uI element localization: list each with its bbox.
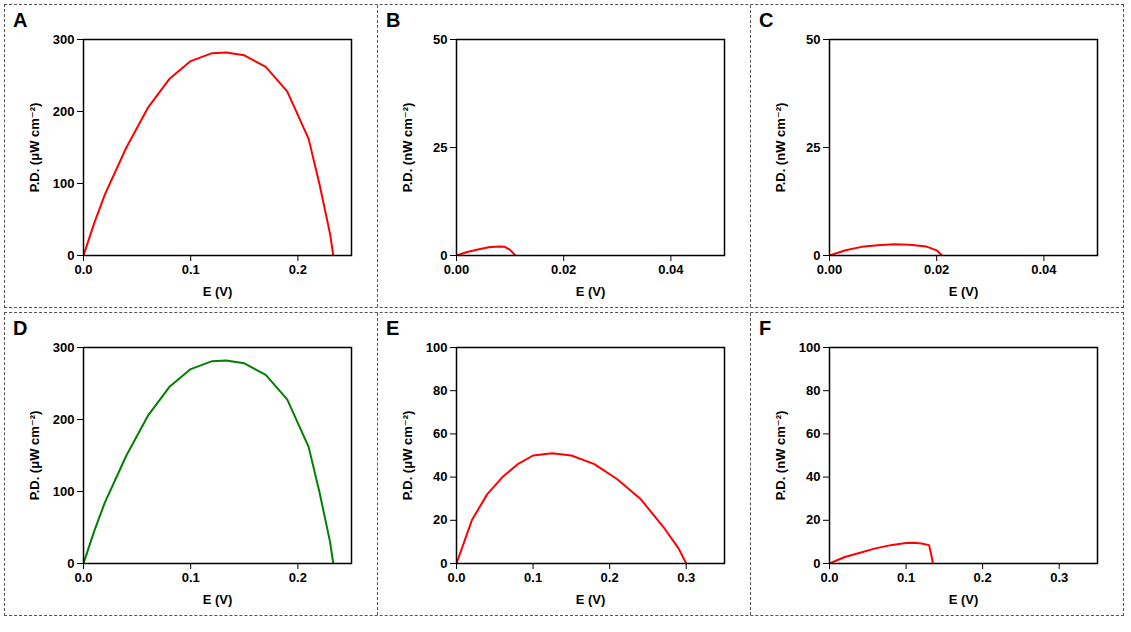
svg-text:0: 0	[813, 556, 820, 571]
svg-text:0.2: 0.2	[289, 262, 307, 277]
svg-text:20: 20	[433, 512, 447, 527]
svg-text:0.00: 0.00	[817, 262, 842, 277]
svg-text:25: 25	[806, 140, 820, 155]
svg-text:0: 0	[440, 556, 447, 571]
svg-text:P.D. (nW cm⁻²): P.D. (nW cm⁻²)	[773, 411, 788, 501]
svg-text:0.0: 0.0	[820, 570, 838, 585]
svg-text:60: 60	[806, 426, 820, 441]
svg-text:100: 100	[53, 176, 75, 191]
svg-text:0.1: 0.1	[897, 570, 915, 585]
svg-text:0: 0	[813, 248, 820, 263]
svg-text:0: 0	[440, 248, 447, 263]
svg-text:50: 50	[806, 32, 820, 47]
svg-text:0.04: 0.04	[658, 262, 684, 277]
svg-text:50: 50	[433, 32, 447, 47]
svg-text:0.00: 0.00	[444, 262, 469, 277]
svg-text:40: 40	[433, 469, 447, 484]
svg-text:200: 200	[53, 412, 75, 427]
svg-text:0.04: 0.04	[1031, 262, 1057, 277]
svg-text:E (V): E (V)	[949, 592, 979, 607]
svg-text:0.0: 0.0	[74, 570, 92, 585]
svg-text:E (V): E (V)	[576, 592, 606, 607]
svg-text:100: 100	[53, 484, 75, 499]
svg-text:80: 80	[433, 383, 447, 398]
svg-text:E (V): E (V)	[576, 284, 606, 299]
svg-text:P.D. (nW cm⁻²): P.D. (nW cm⁻²)	[773, 103, 788, 193]
svg-text:E (V): E (V)	[203, 284, 233, 299]
svg-text:0.02: 0.02	[924, 262, 949, 277]
svg-text:20: 20	[806, 512, 820, 527]
svg-text:0.0: 0.0	[74, 262, 92, 277]
svg-text:0.1: 0.1	[524, 570, 542, 585]
html-text:C: C	[759, 9, 774, 31]
svg-text:E (V): E (V)	[949, 284, 979, 299]
svg-text:0.3: 0.3	[677, 570, 695, 585]
svg-text:80: 80	[806, 383, 820, 398]
svg-text:0.1: 0.1	[182, 570, 200, 585]
svg-text:0.0: 0.0	[447, 570, 465, 585]
svg-text:100: 100	[426, 340, 448, 355]
svg-text:0: 0	[67, 556, 74, 571]
svg-text:100: 100	[799, 340, 821, 355]
svg-text:P.D. (μW cm⁻²): P.D. (μW cm⁻²)	[27, 103, 42, 193]
svg-text:0.3: 0.3	[1050, 570, 1068, 585]
svg-text:0.02: 0.02	[551, 262, 576, 277]
svg-text:P.D. (μW cm⁻²): P.D. (μW cm⁻²)	[27, 411, 42, 501]
svg-text:300: 300	[53, 340, 75, 355]
svg-text:60: 60	[433, 426, 447, 441]
svg-text:0.2: 0.2	[601, 570, 619, 585]
svg-text:P.D. (μW cm⁻²): P.D. (μW cm⁻²)	[400, 411, 415, 501]
svg-text:E (V): E (V)	[203, 592, 233, 607]
html-text:F: F	[759, 317, 772, 339]
html-text:D: D	[13, 317, 28, 339]
html-text:A: A	[13, 9, 28, 31]
svg-text:0.2: 0.2	[289, 570, 307, 585]
svg-text:300: 300	[53, 32, 75, 47]
html-text:E: E	[386, 317, 400, 339]
html-text:B: B	[386, 9, 401, 31]
svg-text:P.D. (nW cm⁻²): P.D. (nW cm⁻²)	[400, 103, 415, 193]
svg-text:0.2: 0.2	[974, 570, 992, 585]
svg-text:0.1: 0.1	[182, 262, 200, 277]
svg-text:40: 40	[806, 469, 820, 484]
svg-text:0: 0	[67, 248, 74, 263]
svg-text:25: 25	[433, 140, 447, 155]
svg-text:200: 200	[53, 104, 75, 119]
